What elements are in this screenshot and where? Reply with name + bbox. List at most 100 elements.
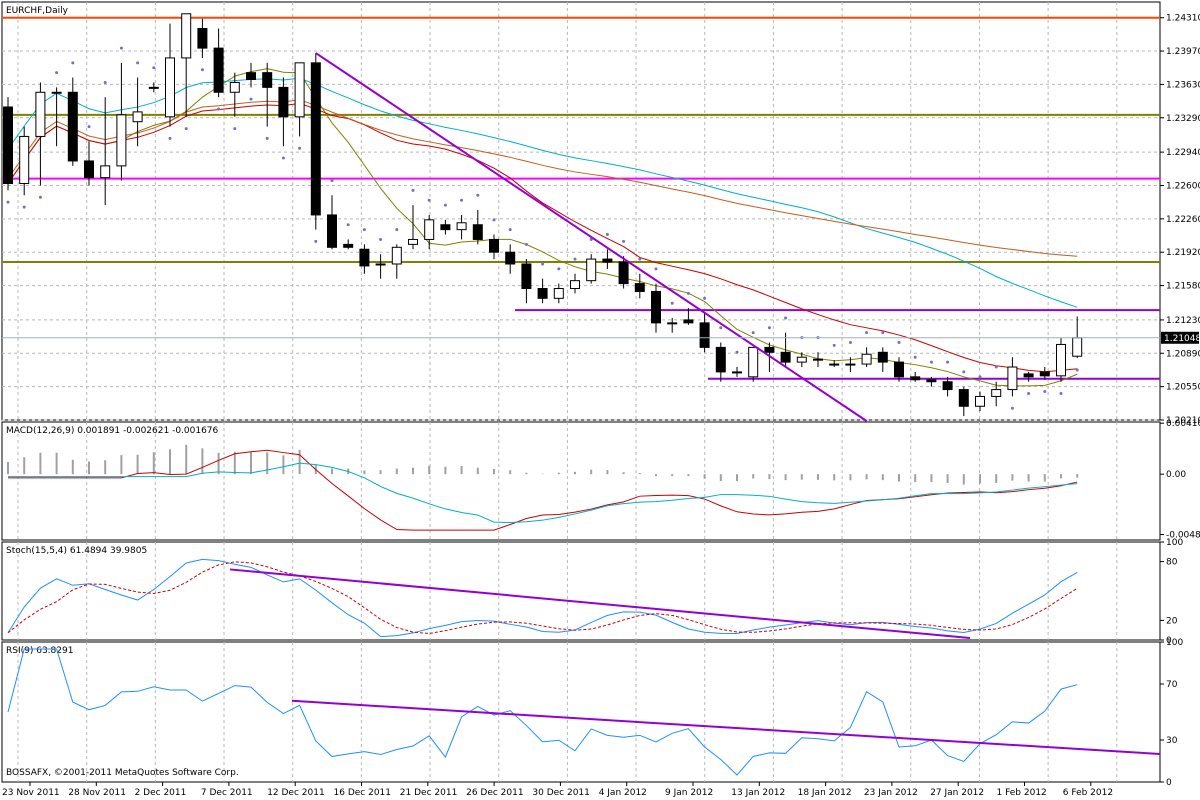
- y-tick-label: 1.22600: [1166, 181, 1200, 191]
- candle-body: [1072, 337, 1083, 357]
- sar-dot: [557, 267, 561, 271]
- candle: [505, 244, 516, 274]
- stoch-k-line: [7, 558, 1078, 638]
- trendline: [315, 52, 868, 422]
- candle: [1056, 337, 1066, 382]
- candle: [19, 126, 30, 196]
- candle-body: [505, 251, 516, 265]
- sar-dot: [1043, 390, 1047, 394]
- sar-dot: [103, 80, 107, 84]
- macd-signal-line: [8, 462, 1078, 524]
- stoch-trendline: [229, 568, 971, 640]
- candle: [294, 62, 305, 137]
- candle: [327, 195, 337, 250]
- candle-body: [116, 114, 127, 167]
- sar-dot: [897, 340, 901, 344]
- candle-body: [408, 238, 418, 245]
- y-tick-label: 1.22940: [1166, 148, 1200, 158]
- candle-body: [310, 62, 321, 216]
- sar-dot: [38, 195, 42, 199]
- candle-body: [699, 322, 710, 348]
- candle: [667, 317, 678, 333]
- x-tick-label: 2 Dec 2011: [135, 788, 187, 798]
- candle: [359, 244, 370, 274]
- panel-frame: [1, 421, 1161, 541]
- candle-body: [1056, 343, 1066, 377]
- sar-dot: [881, 331, 885, 335]
- candle: [699, 313, 710, 353]
- y-tick-label: 0: [1166, 636, 1172, 646]
- candle: [148, 82, 159, 93]
- candle-body: [51, 91, 62, 94]
- candle-body: [229, 81, 240, 93]
- candle-body: [764, 346, 775, 353]
- candle-body: [942, 381, 953, 391]
- sar-dot: [524, 242, 528, 246]
- y-tick-label: 1.21920: [1166, 248, 1200, 258]
- candle-body: [343, 243, 354, 248]
- sar-dot: [622, 239, 626, 243]
- sar-dot: [460, 198, 464, 202]
- sar-dot: [298, 146, 302, 150]
- candle-body: [1023, 373, 1034, 378]
- sar-dot: [686, 291, 690, 295]
- candle: [748, 346, 759, 382]
- candle: [278, 77, 289, 147]
- candle-body: [3, 106, 13, 185]
- candle: [537, 278, 548, 304]
- x-tick-label: 21 Dec 2011: [400, 788, 458, 798]
- candle: [1039, 367, 1050, 380]
- candle-body: [570, 280, 580, 290]
- rsi-line: [7, 648, 1078, 776]
- candle-body: [634, 283, 645, 292]
- candle-body: [327, 214, 337, 248]
- sar-dot: [573, 257, 577, 261]
- sar-dot: [71, 61, 75, 65]
- y-tick-label: 1.21580: [1166, 282, 1200, 292]
- candle-body: [813, 358, 823, 361]
- current-price-label: 1.21048: [1164, 334, 1200, 344]
- candle-body: [278, 86, 289, 118]
- candle: [780, 332, 791, 368]
- candle: [521, 259, 532, 304]
- y-tick-label: 1.21230: [1166, 316, 1200, 326]
- y-tick-label: 70: [1166, 680, 1178, 690]
- sar-dot: [492, 218, 496, 222]
- candle-body: [262, 72, 273, 88]
- sar-dot: [346, 223, 350, 227]
- x-tick-label: 23 Nov 2011: [2, 788, 60, 798]
- candle: [926, 376, 937, 387]
- y-tick-label: 0.004103: [1166, 419, 1200, 429]
- x-tick-label: 12 Dec 2011: [267, 788, 325, 798]
- candle-body: [246, 72, 256, 81]
- candle: [262, 62, 273, 127]
- panel-frame: [1, 641, 1161, 783]
- candle-body: [553, 288, 564, 299]
- sar-dot: [1010, 406, 1014, 410]
- candle-body: [537, 288, 548, 299]
- y-tick-label: 1.22260: [1166, 215, 1200, 225]
- x-tick-label: 1 Feb 2012: [997, 788, 1047, 798]
- panel-title: EURCHF,Daily: [6, 6, 69, 16]
- sar-dot: [476, 193, 480, 197]
- sar-dot: [136, 61, 140, 65]
- sar-dot: [87, 125, 91, 129]
- candle-body: [991, 389, 1002, 397]
- x-tick-label: 4 Jan 2012: [599, 788, 647, 798]
- y-tick-label: -0.00486: [1166, 531, 1200, 541]
- candle-body: [67, 91, 78, 162]
- x-tick-label: 18 Jan 2012: [798, 788, 852, 798]
- sar-dot: [281, 156, 285, 160]
- candle-body: [894, 361, 904, 378]
- sar-dot: [978, 375, 982, 379]
- panel-frame: [1, 541, 1161, 641]
- candle-body: [148, 86, 159, 89]
- sar-dot: [55, 71, 59, 75]
- candle: [553, 283, 564, 304]
- candle-body: [910, 376, 921, 381]
- sar-dot: [929, 360, 933, 364]
- candle-body: [213, 47, 224, 93]
- candle-body: [472, 224, 483, 240]
- candle: [634, 273, 645, 299]
- sar-dot: [508, 228, 512, 232]
